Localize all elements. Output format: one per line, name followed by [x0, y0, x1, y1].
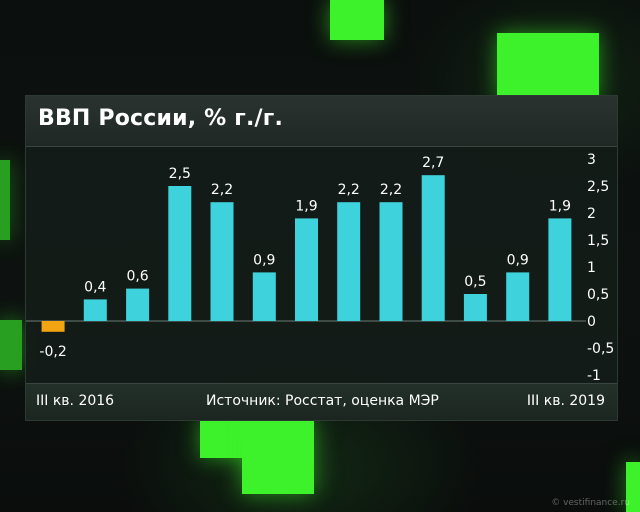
bar [210, 202, 234, 321]
bar-value-label: 1,9 [295, 198, 317, 214]
decorative-cube [330, 0, 384, 40]
y-tick-label: 2 [587, 206, 596, 222]
decorative-cube [0, 160, 10, 240]
bar-value-label: -0,2 [39, 344, 66, 360]
decorative-cube [497, 33, 599, 99]
bar [548, 218, 572, 321]
bar-value-label: 1,9 [549, 198, 571, 214]
bar [421, 175, 445, 321]
bar-value-label: 0,6 [126, 269, 148, 285]
bar-value-label: 2,2 [338, 182, 360, 198]
bar [252, 272, 276, 321]
source-label: Источник: Росстат, оценка МЭР [206, 393, 439, 409]
y-tick-label: -0,5 [587, 341, 614, 357]
decorative-cube [0, 320, 22, 370]
y-tick-label: -1 [587, 368, 601, 383]
period-start-label: III кв. 2016 [36, 393, 115, 409]
bar-value-label: 0,5 [464, 274, 486, 290]
bar [126, 288, 150, 321]
bar-chart: -0,2 0,4 0,6 2,5 2,2 0,9 1,9 2,2 2,2 2,7 0,5 0,9 1,9… [26, 152, 614, 383]
y-tick-label: 1 [587, 260, 596, 276]
y-tick-label: 1,5 [587, 233, 609, 249]
title-bar: ВВП России, % г./г. [26, 96, 617, 147]
bar-value-label: 0,9 [507, 252, 529, 268]
decorative-cube [242, 418, 314, 494]
bar [41, 321, 65, 332]
bar [295, 218, 318, 321]
bar [83, 299, 107, 321]
chart-title: ВВП России, % г./г. [38, 106, 284, 131]
chart-area: -0,2 0,4 0,6 2,5 2,2 0,9 1,9 2,2 2,2 2,7 0,5 0,9 1,9… [26, 147, 617, 383]
bar-value-label: 2,7 [422, 155, 444, 171]
y-tick-label: 0 [587, 314, 596, 330]
bar [168, 186, 192, 321]
watermark: © vestifinance.ru [551, 498, 630, 508]
y-tick-label: 3 [587, 152, 596, 168]
chart-panel: ВВП России, % г./г. -0,2 0,4 0,6 2,5 2,2 0,9 1… [25, 95, 618, 421]
bar-value-label: 2,2 [211, 182, 233, 198]
bar-value-label: 0,9 [253, 252, 275, 268]
bar-value-label: 0,4 [84, 279, 106, 295]
y-tick-label: 0,5 [587, 287, 609, 303]
bar-value-label: 2,2 [380, 182, 402, 198]
decorative-cube [626, 462, 640, 512]
chart-footer: III кв. 2016 Источник: Росстат, оценка М… [26, 383, 617, 420]
bar [506, 272, 530, 321]
bar [463, 294, 487, 321]
y-tick-label: 2,5 [587, 179, 609, 195]
period-end-label: III кв. 2019 [526, 393, 605, 409]
bar [337, 202, 361, 321]
bar-value-label: 2,5 [169, 166, 191, 182]
bar [379, 202, 403, 321]
